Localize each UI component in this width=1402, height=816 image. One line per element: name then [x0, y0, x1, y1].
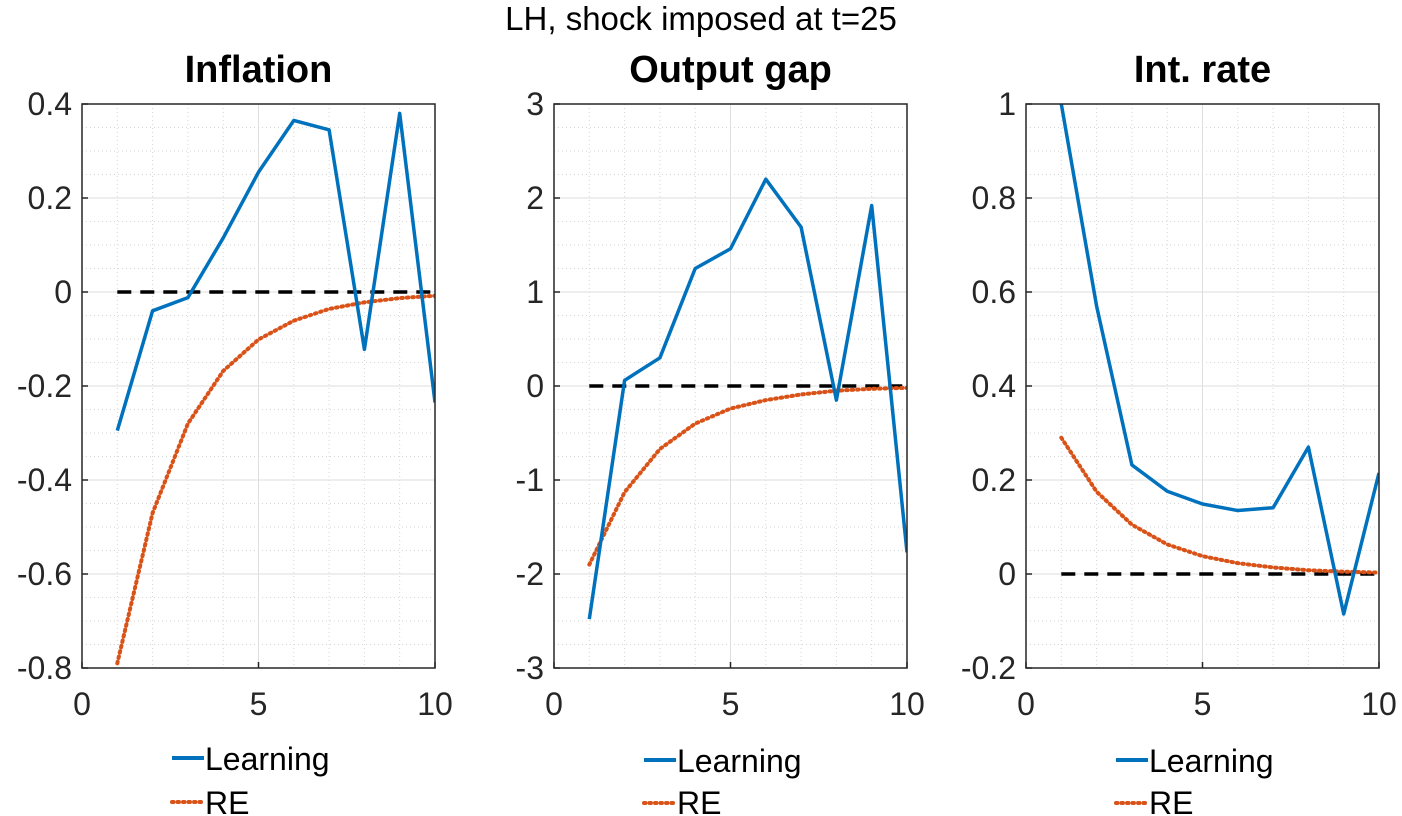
- int-rate-x-tick-label: 10: [1361, 686, 1397, 722]
- output-gap-marks: [587, 177, 907, 620]
- output-gap-x-tick-label: 10: [889, 686, 925, 722]
- inflation-y-tick-label: -0.8: [17, 650, 72, 686]
- inflation-x-tick-label: 0: [73, 686, 91, 722]
- int-rate-y-tick-label: 0: [998, 556, 1016, 592]
- output-gap-x-tick-label: 0: [545, 686, 563, 722]
- output-gap-re-line: [587, 385, 907, 567]
- output-gap-y-tick-label: -1: [516, 462, 544, 498]
- output-gap-grid: [554, 104, 907, 668]
- int-rate-y-tick-label: 0.8: [972, 180, 1016, 216]
- inflation-ticks: 0 5 10 -0.8 -0.6 -0.4 -0.2 0 0.2 0.4: [17, 86, 453, 722]
- inflation-re-line: [115, 293, 435, 666]
- inflation-legend-re-label: RE: [205, 785, 249, 816]
- output-gap-learning-line: [587, 177, 907, 620]
- inflation-panel: Inflation 0 5 10 -0.8 -0.6 -0.4 -0.2 0 0.2 0.4 Le…: [17, 49, 453, 816]
- inflation-x-tick-label: 10: [417, 686, 453, 722]
- int-rate-y-tick-label: 1: [998, 86, 1016, 122]
- int-rate-re-line: [1059, 435, 1379, 575]
- output-gap-y-tick-label: 3: [526, 86, 544, 122]
- output-gap-y-tick-label: -2: [516, 556, 544, 592]
- int-rate-learning-line: [1059, 104, 1379, 616]
- output-gap-y-tick-label: 1: [526, 274, 544, 310]
- inflation-y-tick-label: -0.4: [17, 462, 72, 498]
- int-rate-y-tick-label: 0.4: [972, 368, 1016, 404]
- int-rate-x-tick-label: 5: [1194, 686, 1212, 722]
- int-rate-y-tick-label: 0.6: [972, 274, 1016, 310]
- output-gap-legend-re-label: RE: [677, 785, 721, 816]
- int-rate-grid: [1026, 104, 1379, 668]
- int-rate-y-tick-label: 0.2: [972, 462, 1016, 498]
- inflation-y-tick-label: 0: [54, 274, 72, 310]
- figure-suptitle: LH, shock imposed at t=25: [505, 0, 897, 37]
- output-gap-y-tick-label: -3: [516, 650, 544, 686]
- int-rate-marks: [1059, 104, 1379, 616]
- inflation-y-tick-label: 0.4: [28, 86, 72, 122]
- output-gap-legend: Learning RE: [642, 743, 802, 816]
- output-gap-title: Output gap: [629, 49, 832, 91]
- int-rate-panel: Int. rate 0 5 10-0.200.20.40.60.81 Learnin…: [961, 49, 1397, 816]
- inflation-y-tick-label: -0.2: [17, 368, 72, 404]
- inflation-y-tick-label: 0.2: [28, 180, 72, 216]
- inflation-title: Inflation: [185, 49, 333, 91]
- inflation-legend-learning-label: Learning: [205, 741, 330, 777]
- inflation-legend: Learning RE: [170, 741, 330, 816]
- int-rate-y-tick-label: -0.2: [961, 650, 1016, 686]
- inflation-x-tick-label: 5: [250, 686, 268, 722]
- inflation-marks: [115, 111, 435, 666]
- output-gap-legend-learning-label: Learning: [677, 743, 802, 779]
- int-rate-legend-re-label: RE: [1149, 785, 1193, 816]
- output-gap-y-tick-label: 0: [526, 368, 544, 404]
- inflation-learning-line: [115, 111, 435, 432]
- inflation-y-tick-label: -0.6: [17, 556, 72, 592]
- int-rate-legend: Learning RE: [1114, 743, 1274, 816]
- int-rate-ticks: 0 5 10-0.200.20.40.60.81: [961, 86, 1397, 722]
- int-rate-legend-learning-label: Learning: [1149, 743, 1274, 779]
- output-gap-y-tick-label: 2: [526, 180, 544, 216]
- int-rate-title: Int. rate: [1134, 49, 1271, 91]
- output-gap-x-tick-label: 5: [722, 686, 740, 722]
- output-gap-panel: Output gap 0 5 10 -3 -2 -1 0 1 2 3 Learning RE: [516, 49, 925, 816]
- int-rate-x-tick-label: 0: [1017, 686, 1035, 722]
- output-gap-ticks: 0 5 10 -3 -2 -1 0 1 2 3: [516, 86, 925, 722]
